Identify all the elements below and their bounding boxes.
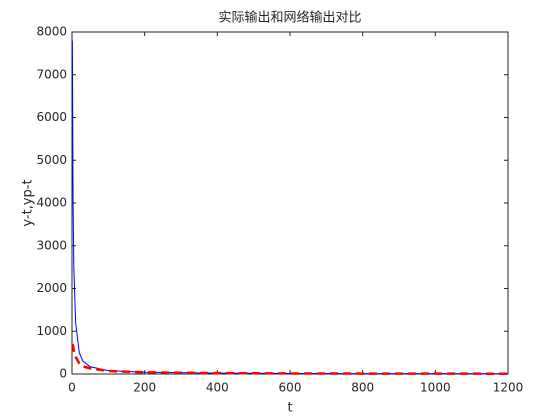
y-tick-label: 1000 — [36, 324, 67, 338]
y-tick-label: 4000 — [36, 196, 67, 210]
x-tick-label: 600 — [279, 381, 302, 395]
series-line — [71, 343, 509, 375]
x-tick-label: 0 — [68, 381, 76, 395]
axes-box — [71, 31, 509, 375]
y-tick-label: 6000 — [36, 110, 67, 124]
y-tick-label: 0 — [59, 367, 67, 381]
x-tick-label: 1000 — [420, 381, 451, 395]
y-tick-label: 8000 — [36, 25, 67, 39]
x-axis-label: t — [287, 401, 292, 416]
x-tick-label: 800 — [351, 381, 374, 395]
chart-title: 实际输出和网络输出对比 — [218, 10, 361, 26]
x-tick-label: 400 — [206, 381, 229, 395]
x-tick-label: 200 — [133, 381, 156, 395]
y-axis-label: y-t,yp-t — [21, 179, 36, 226]
y-tick-label: 3000 — [36, 238, 67, 252]
y-tick-label: 5000 — [36, 153, 67, 167]
y-tick-label: 2000 — [36, 281, 67, 295]
y-tick-label: 7000 — [36, 67, 67, 81]
x-tick-label: 1200 — [493, 381, 524, 395]
